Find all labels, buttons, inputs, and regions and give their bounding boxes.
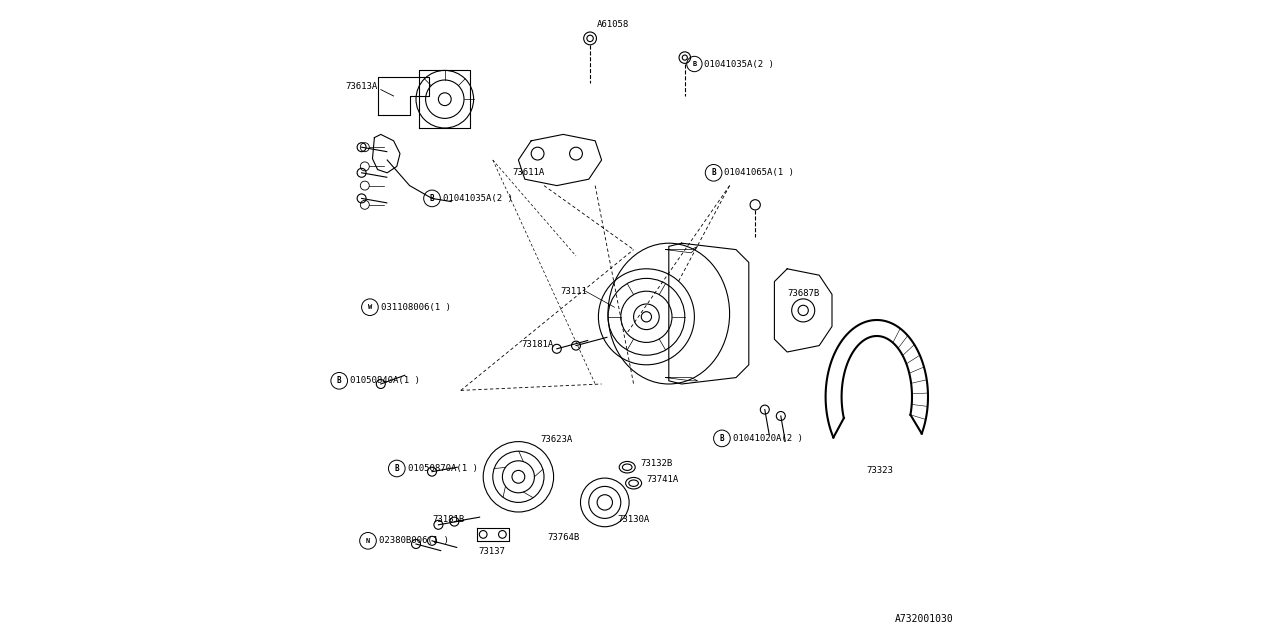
Text: 01041035A(2 ): 01041035A(2 ) [704,60,774,68]
Text: B: B [337,376,342,385]
Text: 73741A: 73741A [646,476,678,484]
Text: 01041035A(2 ): 01041035A(2 ) [443,194,513,203]
Text: A732001030: A732001030 [895,614,954,624]
Text: W: W [367,304,372,310]
Text: 73132B: 73132B [640,460,672,468]
Text: 73611A: 73611A [512,168,544,177]
Text: 01050870A(1 ): 01050870A(1 ) [407,464,477,473]
Text: 01041065A(1 ): 01041065A(1 ) [724,168,795,177]
Text: B: B [394,464,399,473]
Text: N: N [366,538,370,544]
Text: 01041020A(2 ): 01041020A(2 ) [732,434,803,443]
Text: 73613A: 73613A [346,82,378,91]
Text: 73181A: 73181A [522,340,554,349]
Text: 73181B: 73181B [433,515,465,524]
Text: B: B [430,194,434,203]
Text: 031108006(1 ): 031108006(1 ) [381,303,451,312]
Text: 02380B006(1 ): 02380B006(1 ) [379,536,449,545]
Text: 73323: 73323 [867,466,893,475]
Text: B: B [719,434,724,443]
Text: 73130A: 73130A [618,515,650,524]
Text: B: B [692,61,696,67]
Text: 73623A: 73623A [540,435,573,444]
Text: 01050840A(1 ): 01050840A(1 ) [351,376,420,385]
Text: 73111: 73111 [561,287,586,296]
Text: A61058: A61058 [596,20,628,29]
Text: 73764B: 73764B [548,533,580,542]
Text: 73687B: 73687B [787,289,819,298]
Text: B: B [712,168,716,177]
Text: 73137: 73137 [479,547,506,556]
